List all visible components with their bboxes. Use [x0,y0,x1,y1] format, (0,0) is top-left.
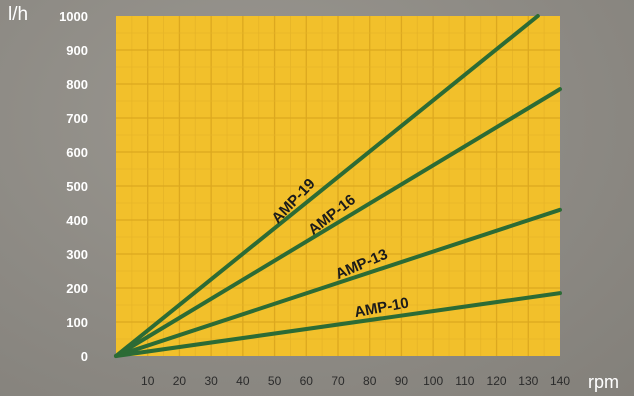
x-axis-ticks: 10 20 30 40 50 60 70 80 90 100 110 120 130 140 [141,374,570,388]
x-tick-label: 130 [518,374,538,388]
plot-area [116,16,560,356]
x-tick-label: 70 [331,374,345,388]
series-line-amp-16 [114,87,562,358]
series-line-amp-19 [114,14,540,358]
y-tick-label: 600 [66,145,88,160]
x-tick-label: 140 [550,374,570,388]
x-tick-label: 20 [173,374,187,388]
series-line-amp-13 [114,207,562,358]
series-lines [114,14,562,358]
y-tick-label: 500 [66,179,88,194]
x-tick-label: 120 [487,374,507,388]
x-tick-label: 30 [204,374,218,388]
y-tick-label: 900 [66,43,88,58]
y-tick-label: 300 [66,247,88,262]
x-tick-label: 60 [300,374,314,388]
x-tick-label: 10 [141,374,155,388]
y-tick-label: 800 [66,77,88,92]
x-tick-label: 110 [455,374,474,388]
x-tick-label: 90 [395,374,409,388]
y-tick-label: 1000 [59,9,88,24]
x-axis-label: rpm [588,372,619,392]
y-tick-label: 400 [66,213,88,228]
series-line-amp-10 [114,291,562,358]
x-tick-label: 80 [363,374,377,388]
y-tick-label: 0 [81,349,88,364]
y-axis-label: l/h [8,4,28,25]
y-tick-label: 700 [66,111,88,126]
x-tick-label: 100 [423,374,443,388]
y-tick-label: 200 [66,281,88,296]
y-tick-label: 100 [66,315,88,330]
x-tick-label: 40 [236,374,250,388]
x-tick-label: 50 [268,374,282,388]
y-axis-ticks: 0 100 200 300 400 500 600 700 800 900 1000 [59,9,88,364]
